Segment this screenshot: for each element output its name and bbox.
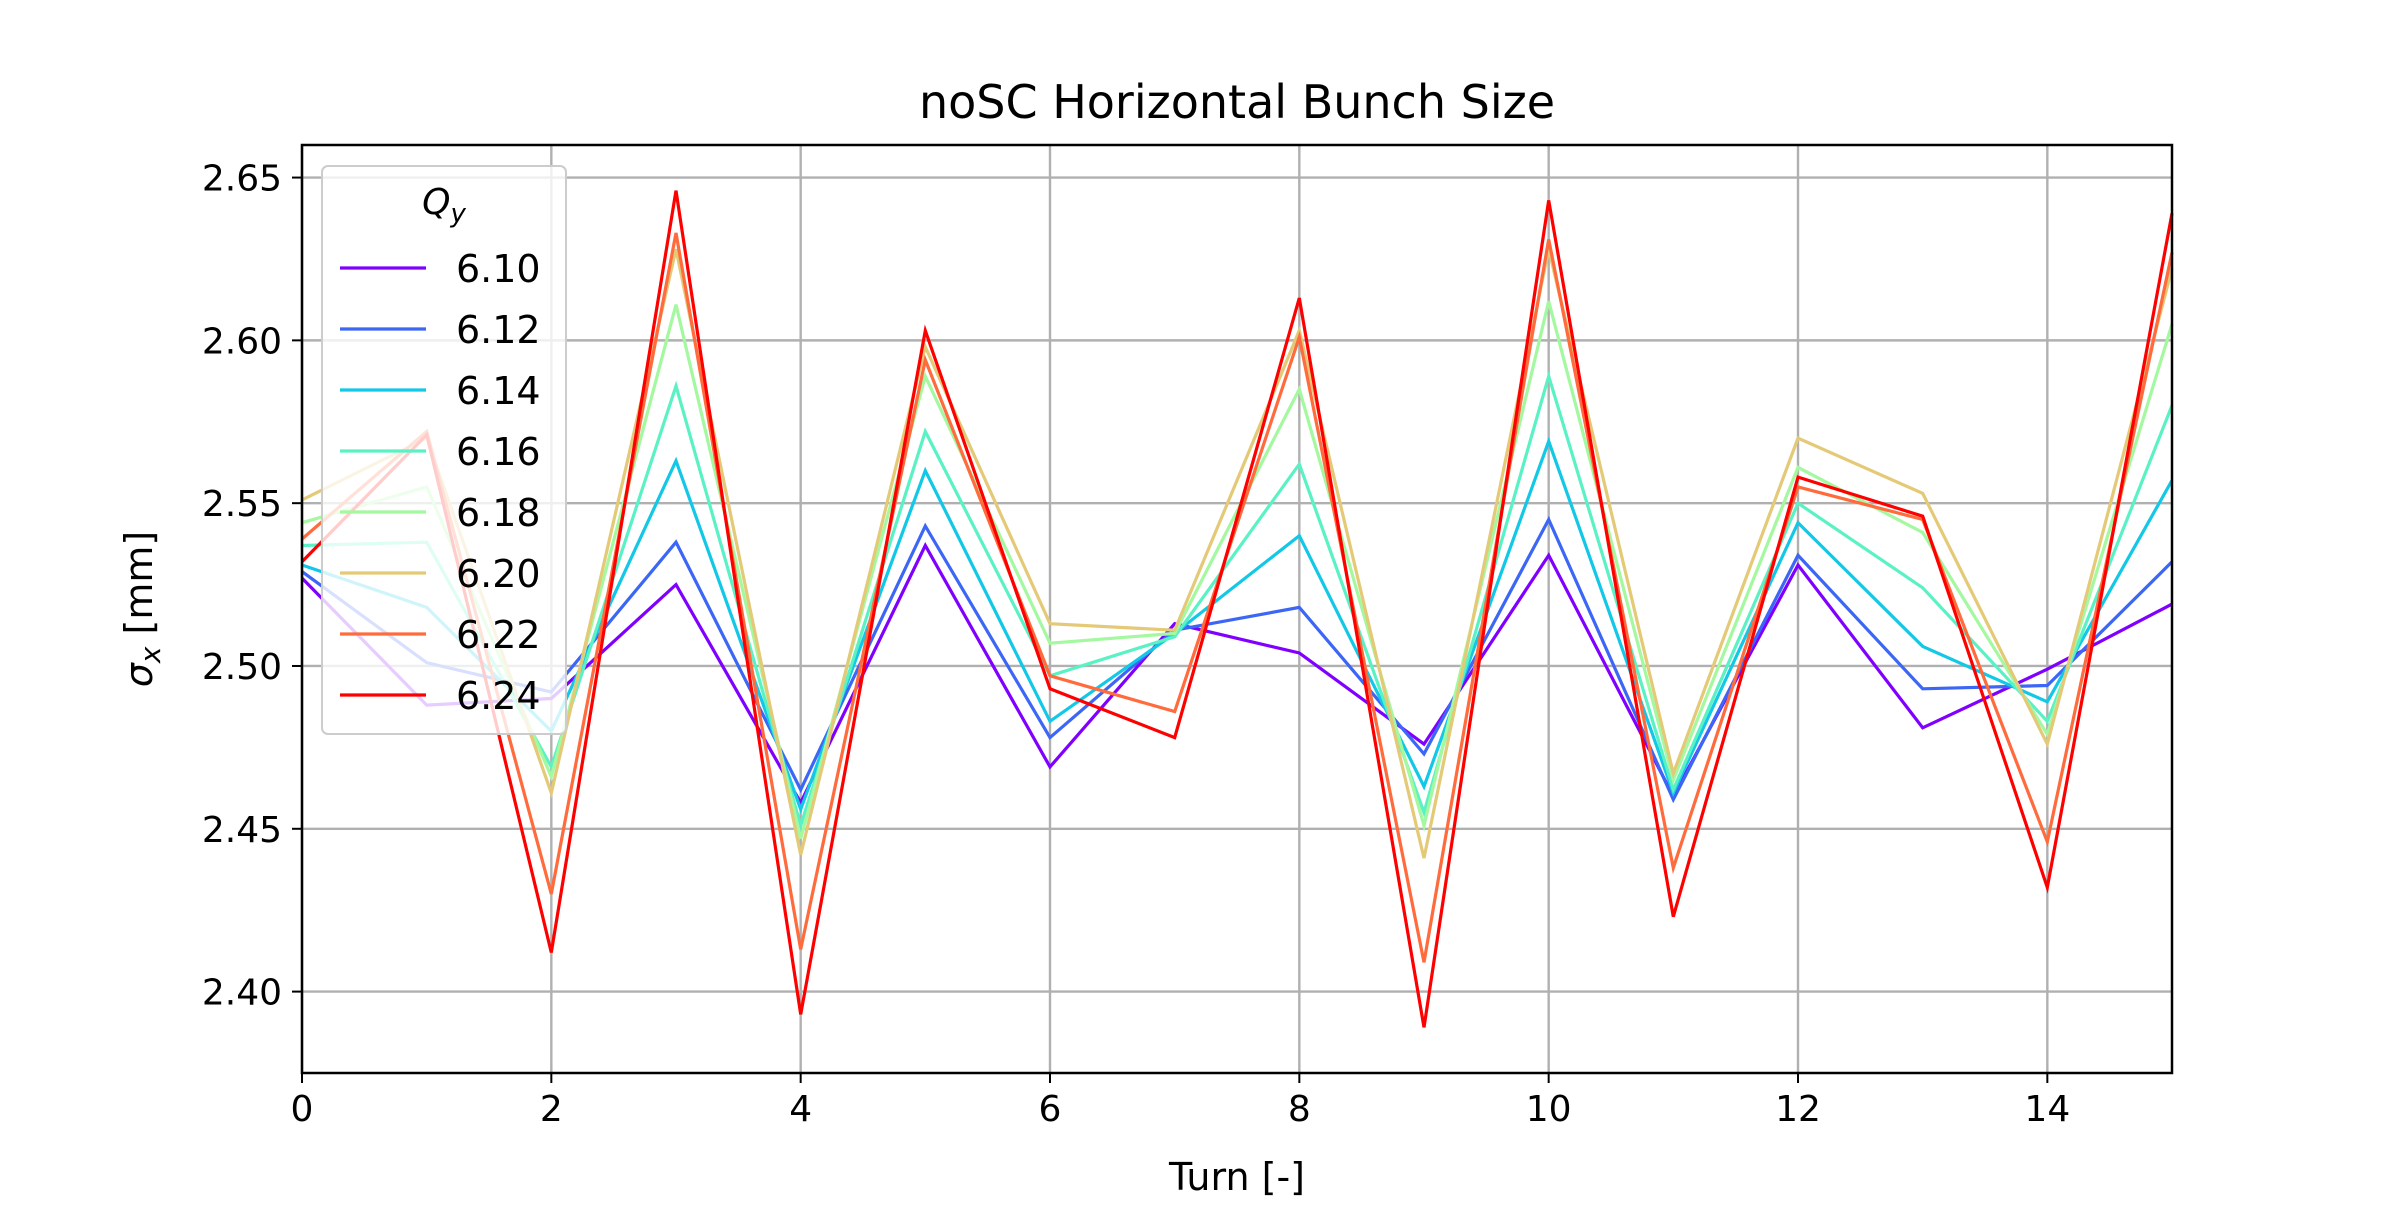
series-line-6-12 — [301, 515, 2174, 804]
y-axis-label-symbol: σ — [117, 661, 161, 687]
x-tick-label: 0 — [291, 1089, 314, 1130]
legend-entry-label: 6.20 — [456, 552, 541, 596]
legend-title-symbol: Q — [422, 182, 450, 223]
legend-entry-label: 6.12 — [456, 308, 541, 352]
y-axis-label: σx [mm] — [117, 531, 167, 687]
grid — [300, 145, 2172, 1073]
x-tick-label: 12 — [1775, 1089, 1821, 1130]
legend-title-subscript: y — [449, 199, 466, 229]
legend-title: Qy — [422, 182, 466, 229]
series-line-6-20 — [301, 248, 2174, 859]
x-tick-label: 8 — [1288, 1089, 1311, 1130]
y-axis-label-unit: [mm] — [117, 531, 161, 647]
legend-entry-label: 6.10 — [456, 247, 541, 291]
legend-entries: 6.10 6.12 6.14 6.16 6.18 6.20 6.22 6.24 — [340, 247, 541, 718]
y-tick-label: 2.55 — [202, 484, 282, 525]
series-line-6-14 — [301, 436, 2174, 814]
x-tick-label: 14 — [2024, 1089, 2070, 1130]
x-axis-label: Turn [-] — [1168, 1155, 1305, 1199]
legend-entry-label: 6.18 — [456, 491, 541, 535]
y-tick-label: 2.60 — [202, 321, 282, 362]
legend-entry-label: 6.22 — [456, 613, 541, 657]
legend: Qy 6.10 6.12 6.14 6.16 6.18 6.20 6.22 6.24 — [321, 165, 567, 735]
x-tick-label: 6 — [1039, 1089, 1062, 1130]
series-line-6-18 — [301, 300, 2174, 840]
chart-title: noSC Horizontal Bunch Size — [919, 75, 1555, 129]
y-tick-label: 2.45 — [202, 810, 282, 851]
x-tick-label: 4 — [789, 1089, 812, 1130]
y-tick-label: 2.65 — [202, 159, 282, 200]
legend-entry-label: 6.14 — [456, 369, 541, 413]
axis-ticks: 0 2 4 6 8 10 12 14 2.40 2.45 2.50 2.55 2.60 2.65 — [202, 159, 2070, 1130]
legend-entry-label: 6.16 — [456, 430, 541, 474]
x-tick-label: 2 — [540, 1089, 563, 1130]
y-axis-label-subscript: x — [134, 646, 167, 664]
y-tick-label: 2.50 — [202, 647, 282, 688]
series-line-6-24 — [300, 190, 2174, 1028]
x-tick-label: 10 — [1526, 1089, 1572, 1130]
series-lines — [300, 190, 2174, 1028]
y-tick-label: 2.40 — [202, 973, 282, 1014]
series-line-6-10 — [300, 542, 2173, 807]
legend-entry-label: 6.24 — [456, 674, 541, 718]
legend-box — [321, 165, 567, 735]
plot-frame — [300, 143, 2174, 1075]
